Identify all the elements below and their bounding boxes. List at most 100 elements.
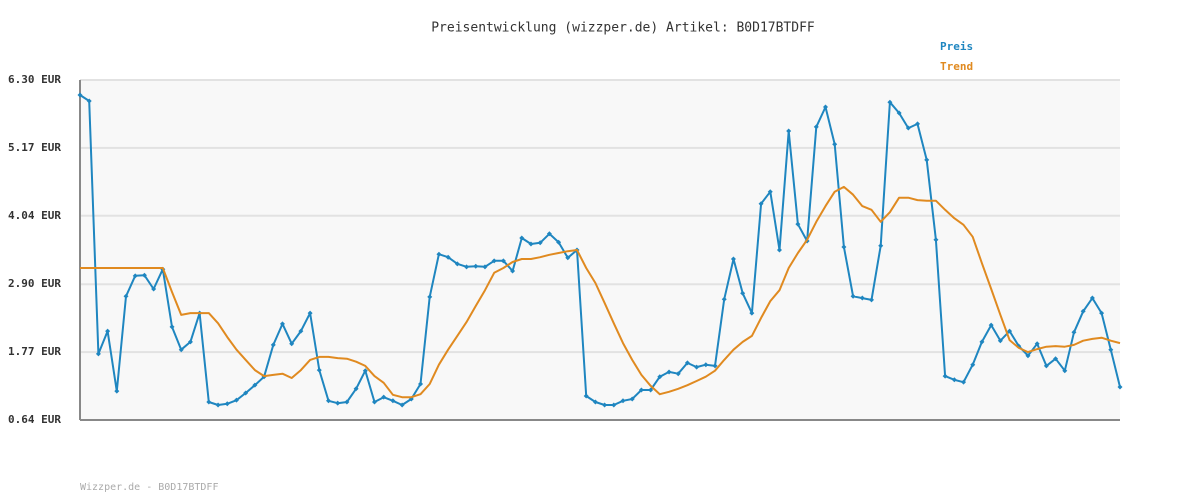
data-point [565,255,571,261]
data-point [353,386,359,392]
data-point [362,368,368,374]
data-point [850,293,856,299]
data-point [390,398,396,404]
data-point [841,244,847,250]
data-point [629,396,635,402]
data-point [105,328,111,334]
data-point [822,104,828,110]
data-point [905,125,911,131]
data-point [418,381,424,387]
data-point [1043,363,1049,369]
data-point [427,294,433,300]
data-point [740,290,746,296]
y-tick-label: 0.64 EUR [8,413,61,426]
data-point [270,342,276,348]
data-point [749,310,755,316]
data-point [592,399,598,405]
data-point [86,98,92,104]
data-point [178,347,184,353]
y-tick-label: 2.90 EUR [8,277,61,290]
y-tick-label: 5.17 EUR [8,141,61,154]
footer: Wizzper.de - B0D17BTDFF [80,482,218,493]
data-point [1053,356,1059,362]
data-point [243,390,249,396]
data-point [712,363,718,369]
data-point [942,373,948,379]
data-point [519,235,525,241]
data-point [454,261,460,267]
data-point [556,239,562,245]
data-point [500,258,506,264]
data-point [510,268,516,274]
data-point [878,243,884,249]
data-point [1034,341,1040,347]
data-point [151,286,157,292]
chart-title: Preisentwicklung (wizzper.de) Artikel: B… [431,21,815,36]
data-point [1108,347,1114,353]
data-point [666,369,672,375]
data-point [1025,353,1031,359]
data-point [915,121,921,127]
data-point [307,310,313,316]
data-point [1071,329,1077,335]
data-point [694,364,700,370]
data-point [1080,308,1086,314]
data-point [988,322,994,328]
y-tick-label: 4.04 EUR [8,209,61,222]
data-point [491,258,497,264]
data-point [344,399,350,405]
data-point [1089,295,1095,301]
data-point [298,328,304,334]
data-point [289,341,295,347]
data-point [657,374,663,380]
data-point [961,379,967,385]
data-point [887,99,893,105]
data-point [132,273,138,279]
data-point [648,387,654,393]
data-point [703,362,709,368]
data-point [767,189,773,195]
plot-area [80,80,1120,420]
data-point [924,157,930,163]
series-line [80,185,1121,399]
data-point [279,321,285,327]
data-point [381,394,387,400]
data-point [325,398,331,404]
data-point [896,110,902,116]
data-point [224,401,230,407]
data-point [970,362,976,368]
data-point [169,324,175,330]
y-tick-label: 6.30 EUR [8,73,61,86]
data-point [869,297,875,303]
data-point [141,272,147,278]
data-point [473,263,479,269]
data-point [482,264,488,270]
data-point [795,221,801,227]
data-point [730,256,736,262]
data-point [187,339,193,345]
data-point [335,400,341,406]
data-point [832,141,838,147]
data-point [114,388,120,394]
data-point [252,382,258,388]
data-point [979,339,985,345]
data-point [933,237,939,243]
data-point [583,393,589,399]
data-point [215,402,221,408]
data-point [372,399,378,405]
data-point [123,293,129,299]
data-point [951,377,957,383]
legend-label: Trend [940,60,973,73]
data-point [233,397,239,403]
y-tick-label: 1.77 EUR [8,345,61,358]
data-point [399,402,405,408]
data-point [611,402,617,408]
data-point [546,231,552,237]
data-point [997,338,1003,344]
data-point [77,92,83,98]
data-point [1099,310,1105,316]
data-point [758,201,764,207]
data-point [813,124,819,130]
data-point [95,351,101,357]
data-point [537,240,543,246]
